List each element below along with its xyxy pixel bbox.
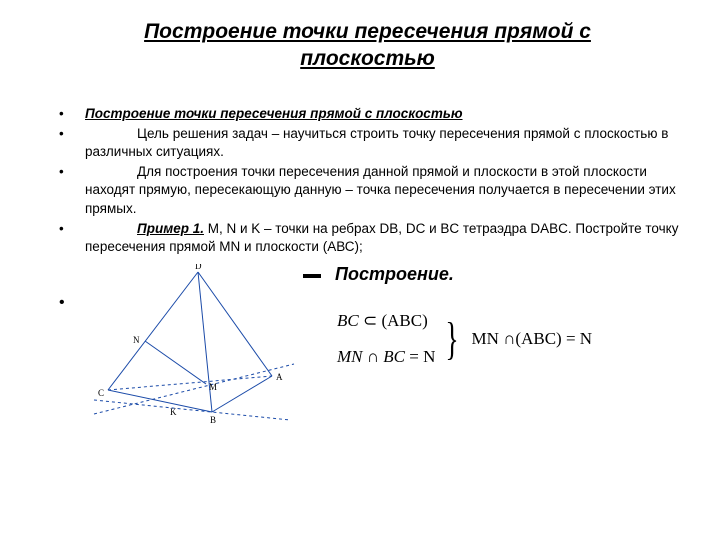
brace-icon: } — [446, 316, 459, 362]
subtitle-text: Построение точки пересечения прямой с пл… — [85, 105, 680, 123]
slide-title: Построение точки пересечения прямой с пл… — [75, 18, 660, 73]
bullet-marker: • — [55, 264, 85, 312]
bullet-marker: • — [55, 105, 85, 123]
sym: ∩ — [363, 347, 384, 366]
bullet-marker: • — [55, 163, 85, 218]
item-text: Цель решения задач – научиться строить т… — [85, 125, 680, 161]
example-label: Пример 1. — [137, 221, 204, 236]
sym: (ABC) — [381, 311, 427, 330]
sym: BC — [337, 311, 359, 330]
text-span: Для построения точки пересечения данной … — [85, 164, 676, 215]
bullet-list: • Построение точки пересечения прямой с … — [55, 105, 680, 257]
math-line: BC ⊂ (ABC) — [337, 303, 435, 339]
list-item: • Для построения точки пересечения данно… — [55, 163, 680, 218]
svg-text:C: C — [98, 388, 104, 398]
construction-heading: Построение. — [303, 264, 680, 285]
math-expression: BC ⊂ (ABC) MN ∩ BC = N } MN ∩(ABC) = N — [337, 303, 680, 374]
math-conclusion: MN ∩(ABC) = N — [471, 329, 592, 349]
svg-text:D: D — [195, 264, 202, 271]
bullet-marker: • — [55, 125, 85, 161]
svg-text:A: A — [276, 372, 283, 382]
item-text: Пример 1. M, N и K – точки на ребрах DB,… — [85, 220, 680, 256]
svg-text:K: K — [170, 407, 177, 417]
list-item: • Цель решения задач – научиться строить… — [55, 125, 680, 161]
sym: ∩ — [503, 329, 515, 348]
svg-text:N: N — [133, 335, 140, 345]
sym: BC — [383, 347, 405, 366]
bullet-marker: • — [55, 220, 85, 256]
formula-area: Построение. BC ⊂ (ABC) MN ∩ BC = N } MN … — [305, 264, 680, 374]
svg-text:M: M — [209, 382, 217, 392]
math-premises: BC ⊂ (ABC) MN ∩ BC = N — [337, 303, 435, 374]
list-item: • Построение точки пересечения прямой с … — [55, 105, 680, 123]
slide-root: Построение точки пересечения прямой с пл… — [0, 0, 720, 444]
sym: MN — [471, 329, 503, 348]
sym: MN — [337, 347, 363, 366]
sym: = N — [405, 347, 435, 366]
svg-text:B: B — [210, 415, 216, 425]
list-item: • Пример 1. M, N и K – точки на ребрах D… — [55, 220, 680, 256]
sym: (ABC) = N — [515, 329, 592, 348]
figure-row: • DABCMNK Построение. BC ⊂ (ABC) MN ∩ BC… — [55, 264, 680, 434]
diagram-svg: D A B C M N K — [85, 264, 305, 434]
tetrahedron-diagram: D A B C M N K — [85, 264, 305, 434]
construction-text: Построение. — [335, 264, 454, 284]
math-line: MN ∩ BC = N — [337, 339, 435, 375]
sym: ⊂ — [359, 311, 382, 330]
dash-icon — [303, 274, 321, 278]
text-span: Цель решения задач – научиться строить т… — [85, 126, 668, 159]
item-text: Для построения точки пересечения данной … — [85, 163, 680, 218]
